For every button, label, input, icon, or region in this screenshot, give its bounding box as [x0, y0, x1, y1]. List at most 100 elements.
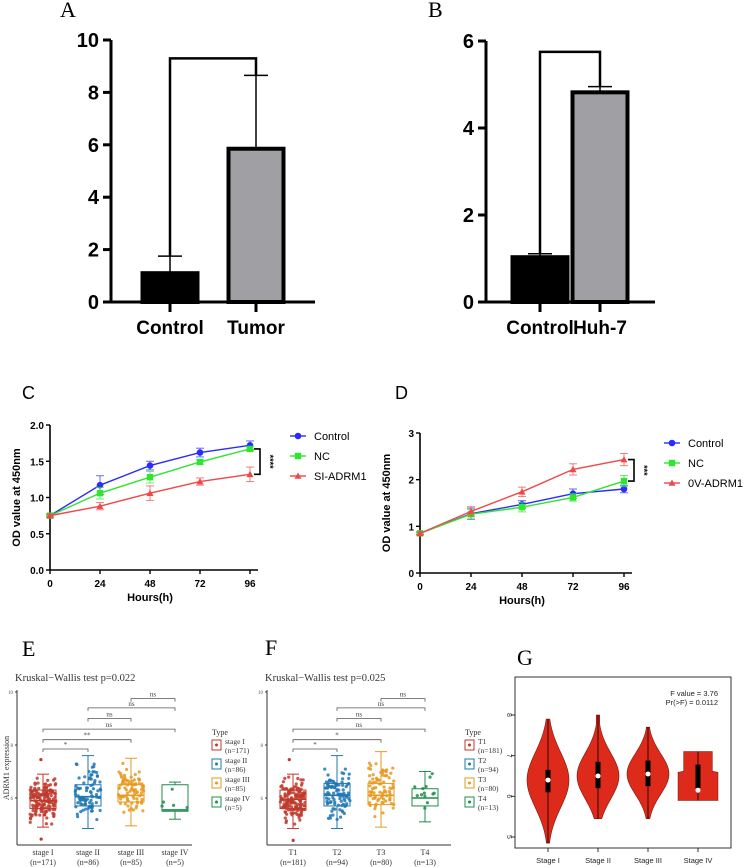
legend-label: T1	[478, 737, 487, 746]
y-tick-label: 0	[408, 569, 414, 580]
violin-median	[695, 787, 701, 793]
data-point	[370, 787, 375, 791]
y-tick-label: 8	[11, 744, 14, 749]
legend-key-dot	[468, 762, 471, 766]
data-point	[82, 796, 86, 800]
data-point	[392, 779, 396, 783]
data-point	[98, 780, 102, 784]
box-T1	[278, 757, 307, 843]
legend-label: stage IV	[225, 794, 251, 803]
data-point	[28, 796, 33, 800]
data-point	[84, 789, 89, 793]
data-point	[82, 781, 86, 785]
data-point	[46, 792, 50, 796]
data-point	[384, 799, 388, 803]
legend-label: T3	[478, 775, 487, 784]
legend-marker	[294, 452, 302, 460]
outlier-point	[287, 757, 291, 762]
data-point	[328, 814, 332, 818]
chart-D: 0 1 2 3 0 24 48 72 96 Hours(h) OD value at 450nm Co…	[381, 429, 743, 607]
comparison-label: ns	[356, 721, 363, 729]
data-point	[376, 798, 380, 803]
data-point	[296, 776, 300, 781]
data-point	[339, 799, 343, 803]
data-point	[171, 803, 176, 807]
data-point	[335, 787, 339, 792]
y-tick-label: 10	[77, 30, 99, 52]
data-point	[122, 779, 126, 783]
data-point	[119, 797, 123, 801]
data-point	[46, 784, 51, 788]
data-point	[87, 801, 92, 805]
y-tick-label: 6	[11, 797, 14, 802]
y-tick-label: 8	[505, 713, 512, 717]
data-point	[298, 803, 302, 807]
data-point	[90, 802, 94, 806]
data-point	[371, 773, 375, 777]
data-point	[284, 800, 289, 805]
legend-sublabel: (n=181)	[478, 746, 503, 755]
data-point	[49, 794, 53, 798]
legend-label: Control	[314, 431, 349, 443]
data-point	[343, 767, 347, 771]
data-point	[79, 810, 83, 814]
y-tick-label: 10	[258, 691, 264, 696]
y-tick-label: 0	[463, 292, 474, 314]
x-tick-sublabel: (n=86)	[77, 858, 99, 867]
outlier-point	[39, 837, 43, 841]
legend-key-dot	[468, 743, 471, 747]
comparison-label: ns	[400, 691, 407, 699]
data-point	[391, 806, 395, 810]
data-point	[139, 791, 144, 795]
violin-iqr-box	[695, 764, 701, 789]
legend-key-dot	[215, 762, 218, 766]
data-point	[373, 807, 377, 811]
y-axis-label: ADRM1 expression	[2, 736, 11, 800]
data-point	[342, 791, 346, 795]
y-axis-label: OD value at 450nm	[11, 448, 23, 547]
data-point	[50, 822, 54, 826]
data-point	[283, 792, 287, 796]
comparison-bracket	[87, 707, 176, 711]
data-point	[94, 801, 98, 805]
legend-sublabel: (n=13)	[478, 803, 499, 812]
data-point	[34, 800, 38, 804]
x-tick-sublabel: (n=181)	[280, 858, 306, 867]
legend-sublabel: (n=171)	[225, 746, 250, 755]
chart-title: Kruskal−Wallis test p=0.022	[15, 673, 135, 684]
comparison-label: ns	[106, 721, 113, 729]
series-NC	[416, 474, 628, 537]
y-axis-label: OD value at 450nm	[381, 454, 393, 553]
data-point	[161, 800, 166, 804]
legend-label: NC	[688, 458, 704, 470]
data-point	[170, 787, 174, 791]
x-tick-label: Control	[506, 318, 574, 339]
y-tick-label: 2	[463, 205, 474, 227]
box	[367, 782, 395, 806]
significance-bracket	[168, 57, 258, 257]
legend-key-dot	[215, 781, 218, 785]
data-point	[391, 766, 395, 770]
chart-F: Kruskal−Wallis test p=0.0256810T1(n=181)…	[258, 673, 503, 867]
x-tick-label: 48	[144, 579, 156, 590]
data-point	[347, 776, 351, 780]
violin-Stage III	[626, 726, 670, 820]
violin-median	[645, 771, 651, 777]
data-point	[373, 814, 377, 819]
box-stage IV	[160, 781, 189, 820]
data-point	[384, 790, 388, 794]
data-point	[95, 774, 99, 778]
y-tick-label: 6	[88, 135, 99, 157]
y-tick-label: 1.0	[30, 494, 44, 505]
y-tick-label: 4	[463, 118, 475, 140]
plot-frame	[514, 676, 732, 849]
data-point	[294, 793, 298, 798]
data-point	[329, 779, 334, 783]
y-tick-label: 5	[505, 835, 512, 839]
data-point	[96, 489, 104, 497]
data-point	[302, 804, 306, 808]
x-tick-label: Stage I	[536, 856, 560, 865]
data-point	[96, 789, 100, 793]
data-point	[518, 488, 526, 495]
